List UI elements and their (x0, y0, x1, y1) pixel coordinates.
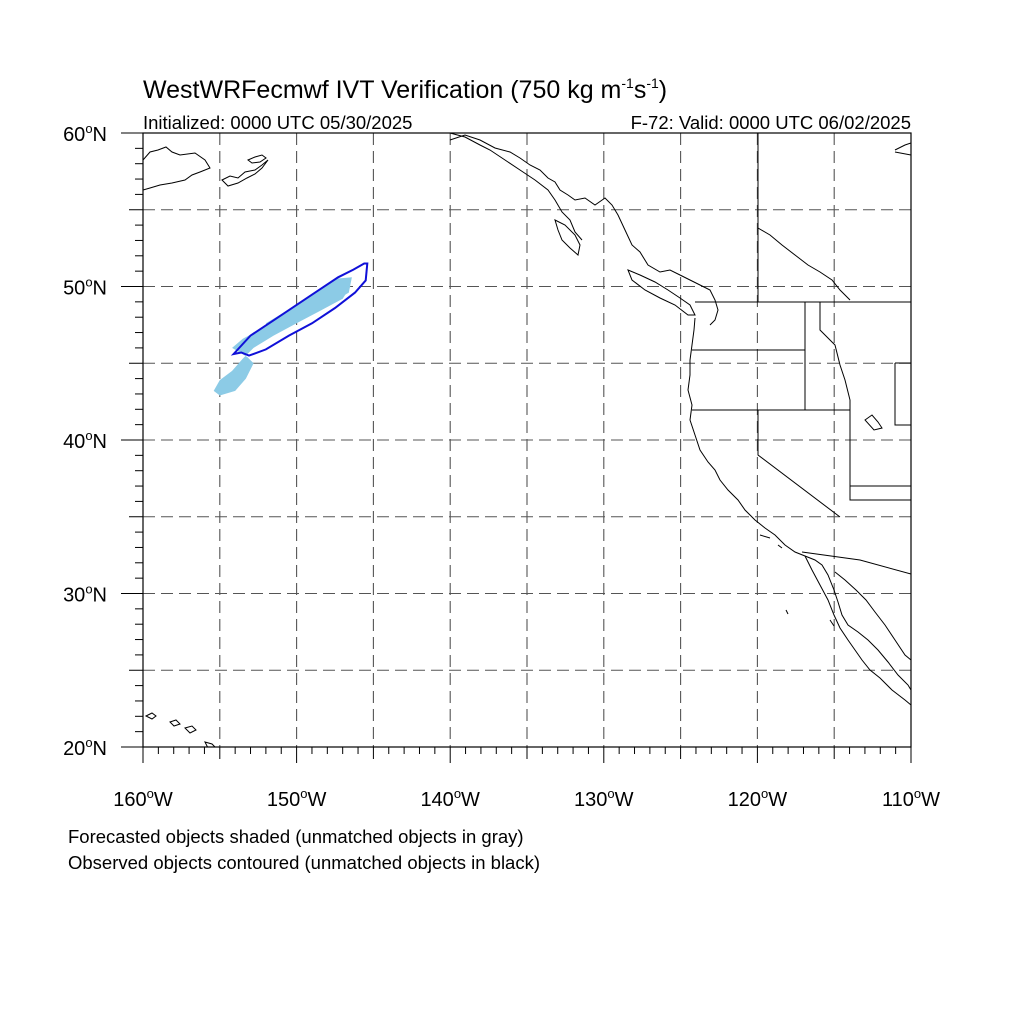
baja-california (804, 555, 911, 706)
map-area (143, 133, 911, 747)
lat-label: 30oN (63, 582, 107, 607)
longitude-labels: 160oW 150oW 140oW 130oW 120oW 110oW (113, 786, 940, 811)
observed-object-contour (230, 262, 369, 357)
vancouver-island (627, 269, 696, 316)
state-borders (692, 302, 911, 575)
lon-label: 130oW (574, 786, 634, 811)
forecast-object-shaded-upper (265, 277, 352, 335)
valid-time-label: F-72: Valid: 0000 UTC 06/02/2025 (631, 112, 911, 133)
alaska-coastline (143, 146, 211, 191)
lon-label: 160oW (113, 786, 173, 811)
axis-ticks (121, 132, 912, 763)
plot-title: WestWRFecmwf IVT Verification (750 kg m-… (143, 75, 667, 104)
lon-label: 120oW (728, 786, 788, 811)
lat-label: 20oN (63, 735, 107, 760)
latitude-labels: 60oN 50oN 40oN 30oN 20oN (63, 121, 107, 760)
coastlines-and-borders (143, 133, 911, 747)
lon-label: 110oW (882, 786, 940, 811)
lat-label: 40oN (63, 428, 107, 453)
haida-gwaii (554, 219, 581, 256)
caption-observed: Observed objects contoured (unmatched ob… (68, 852, 541, 873)
hawaii-islands (144, 712, 216, 747)
lat-label: 50oN (63, 275, 107, 300)
lon-label: 150oW (267, 786, 327, 811)
init-time-label: Initialized: 0000 UTC 05/30/2025 (143, 112, 412, 133)
forecast-object-shaded (213, 283, 351, 396)
caption-forecast: Forecasted objects shaded (unmatched obj… (68, 826, 524, 847)
aleutian-islands (221, 159, 269, 187)
gulf-of-alaska-coastline (449, 134, 719, 326)
gridlines (143, 133, 911, 747)
lon-label: 140oW (420, 786, 480, 811)
lat-label: 60oN (63, 121, 107, 146)
us-west-coastline (687, 317, 911, 691)
